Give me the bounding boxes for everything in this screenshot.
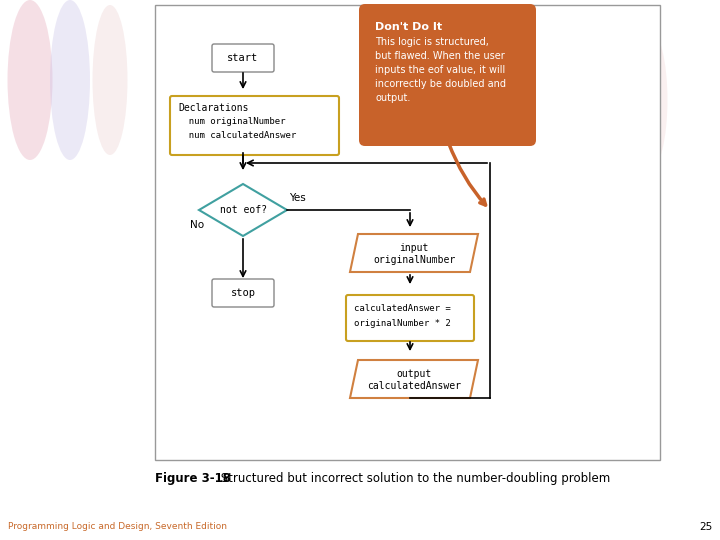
Text: output: output: [397, 369, 431, 379]
FancyBboxPatch shape: [212, 44, 274, 72]
Polygon shape: [350, 360, 478, 398]
Text: not eof?: not eof?: [220, 205, 266, 215]
Text: Figure 3-18: Figure 3-18: [155, 472, 231, 485]
Text: This logic is structured,
but flawed. When the user
inputs the eof value, it wil: This logic is structured, but flawed. Wh…: [375, 37, 506, 103]
Text: Yes: Yes: [289, 193, 306, 203]
Ellipse shape: [92, 5, 127, 155]
Text: originalNumber: originalNumber: [373, 255, 455, 265]
Polygon shape: [199, 184, 287, 236]
Ellipse shape: [590, 25, 630, 175]
Text: num calculatedAnswer: num calculatedAnswer: [178, 131, 296, 140]
Text: Don't Do It: Don't Do It: [375, 22, 442, 32]
Text: input: input: [400, 243, 428, 253]
Text: num originalNumber: num originalNumber: [178, 117, 286, 126]
Ellipse shape: [632, 30, 667, 170]
Ellipse shape: [50, 0, 90, 160]
Text: calculatedAnswer =: calculatedAnswer =: [354, 304, 451, 313]
FancyBboxPatch shape: [359, 4, 536, 146]
FancyBboxPatch shape: [155, 5, 660, 460]
Text: stop: stop: [230, 288, 256, 298]
Polygon shape: [350, 234, 478, 272]
Text: start: start: [228, 53, 258, 63]
Text: Structured but incorrect solution to the number-doubling problem: Structured but incorrect solution to the…: [217, 472, 611, 485]
Text: No: No: [190, 220, 204, 230]
Text: 25: 25: [698, 522, 712, 532]
Text: originalNumber * 2: originalNumber * 2: [354, 319, 451, 328]
Ellipse shape: [7, 0, 53, 160]
FancyBboxPatch shape: [170, 96, 339, 155]
Text: Programming Logic and Design, Seventh Edition: Programming Logic and Design, Seventh Ed…: [8, 522, 227, 531]
FancyBboxPatch shape: [212, 279, 274, 307]
Text: calculatedAnswer: calculatedAnswer: [367, 381, 461, 391]
FancyBboxPatch shape: [346, 295, 474, 341]
Text: Declarations: Declarations: [178, 103, 248, 113]
